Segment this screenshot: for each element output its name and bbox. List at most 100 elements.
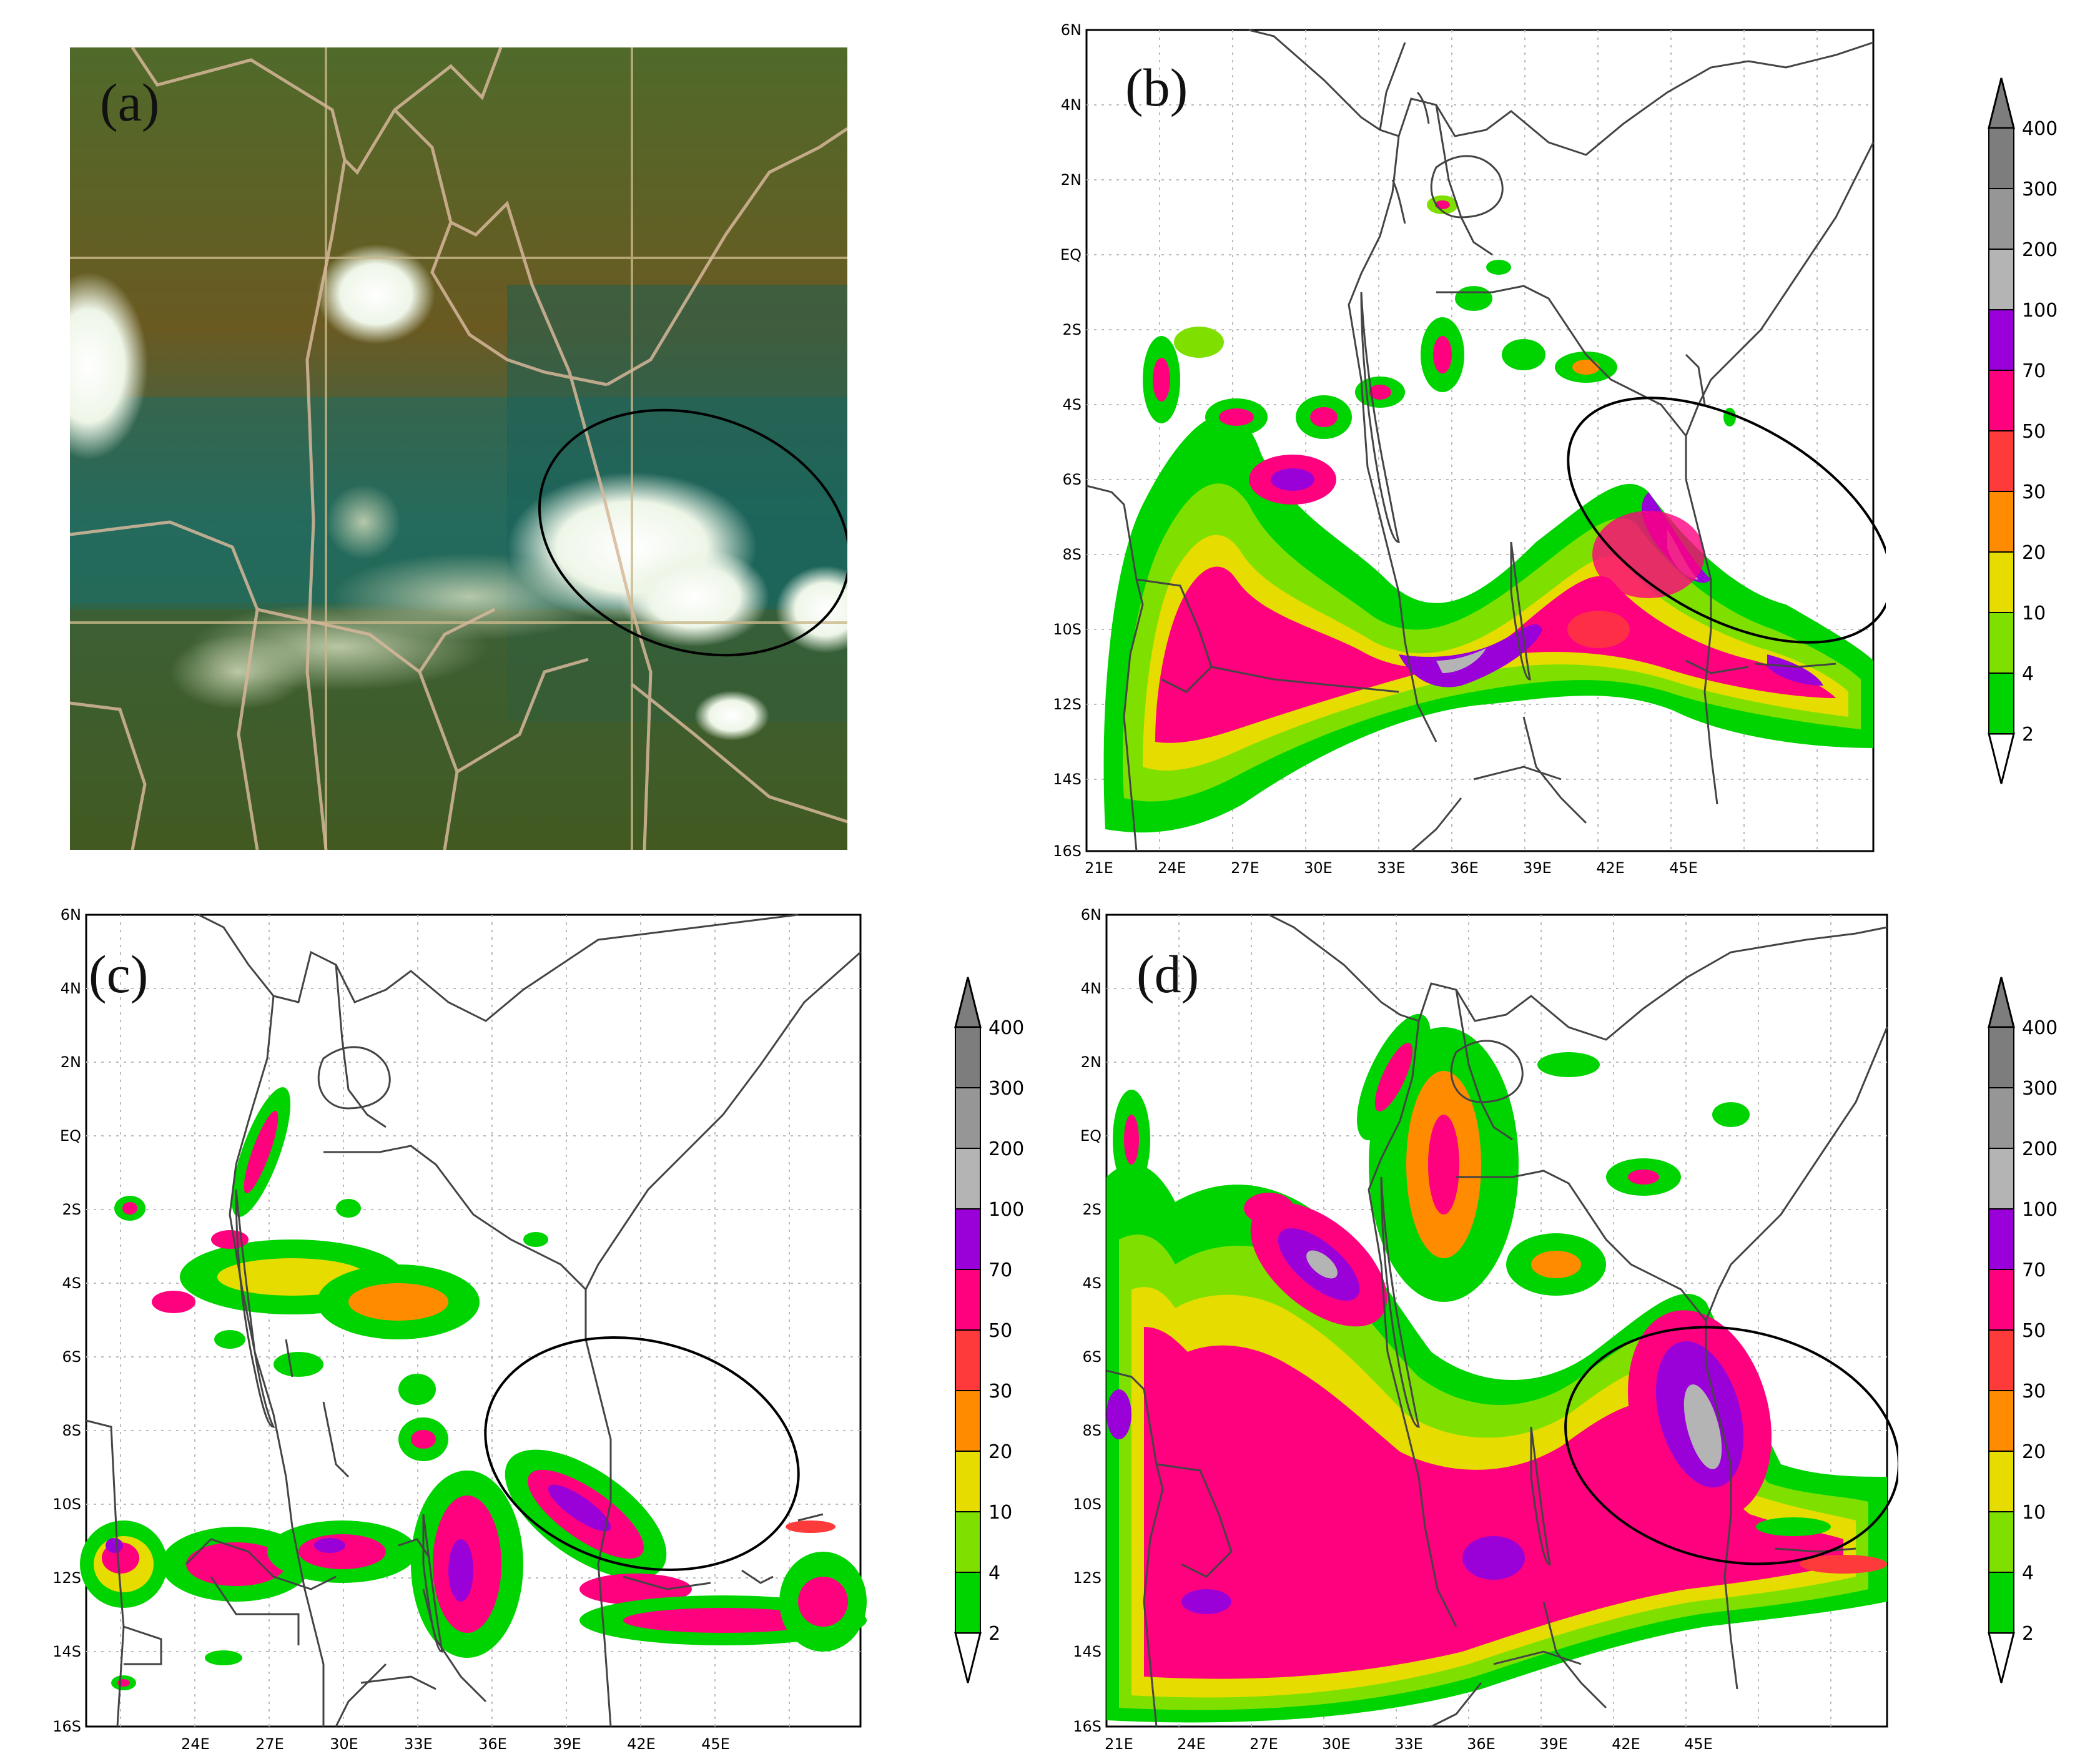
lat-label: 12S bbox=[1053, 696, 1082, 713]
lat-label: EQ bbox=[1060, 246, 1082, 264]
lon-label: 27E bbox=[1231, 859, 1259, 877]
lon-label: 39E bbox=[1539, 1735, 1568, 1753]
rainfall-field-c bbox=[80, 1087, 867, 1690]
lat-label: 16S bbox=[52, 1718, 81, 1735]
colorbar-label: 30 bbox=[2022, 1381, 2046, 1402]
colorbar-label: 30 bbox=[2022, 481, 2046, 503]
highlight-ellipse-d bbox=[1564, 1326, 1900, 1565]
colorbar-b: 2 4 10 20 30 50 70 100 200 300 400 bbox=[1986, 72, 2079, 796]
lon-label: 27E bbox=[255, 1735, 284, 1753]
highlight-ellipse-b bbox=[1567, 397, 1893, 644]
colorbar-label: 200 bbox=[2022, 1138, 2058, 1160]
lat-label: 4N bbox=[1061, 96, 1082, 114]
lat-label: 12S bbox=[1073, 1569, 1102, 1587]
panel-label-d: (d) bbox=[1136, 944, 1200, 1004]
lat-label: 6S bbox=[1062, 471, 1082, 488]
highlight-ellipse bbox=[538, 408, 851, 657]
colorbar-label: 4 bbox=[2022, 1562, 2034, 1584]
panel-label-c: (c) bbox=[89, 944, 149, 1004]
lat-label: 16S bbox=[1073, 1718, 1102, 1735]
lat-label: 14S bbox=[1053, 771, 1082, 788]
colorbar-label: 70 bbox=[2022, 1259, 2046, 1281]
lon-label: 30E bbox=[1304, 859, 1333, 877]
colorbar-label: 20 bbox=[988, 1441, 1012, 1463]
lon-label: 24E bbox=[181, 1735, 210, 1753]
lat-label: 8S bbox=[62, 1422, 81, 1439]
colorbar-label: 20 bbox=[2022, 1441, 2046, 1463]
panel-c-map: 6N 4N 2N EQ 2S 4S 6S 8S 10S 12S 14S 16S … bbox=[12, 902, 874, 1761]
lat-label: 2S bbox=[1082, 1201, 1102, 1218]
lat-label: 2N bbox=[61, 1053, 81, 1071]
lon-label: 24E bbox=[1158, 859, 1186, 877]
lon-label: 45E bbox=[701, 1735, 730, 1753]
lat-label: EQ bbox=[60, 1127, 81, 1145]
colorbar-label: 50 bbox=[988, 1320, 1012, 1342]
lat-label: 2S bbox=[1062, 321, 1082, 338]
colorbar-label: 300 bbox=[988, 1078, 1024, 1100]
colorbar-label: 300 bbox=[2022, 1078, 2058, 1100]
colorbar-label: 400 bbox=[2022, 1017, 2058, 1039]
rainfall-field-b bbox=[1103, 195, 1873, 833]
lon-label: 24E bbox=[1177, 1735, 1206, 1753]
colorbar-label: 400 bbox=[2022, 118, 2058, 140]
lat-label: 2N bbox=[1061, 171, 1082, 189]
lon-label: 30E bbox=[330, 1735, 358, 1753]
lat-label: 4N bbox=[61, 980, 81, 997]
colorbar-label: 10 bbox=[2022, 1502, 2046, 1524]
lon-label: 45E bbox=[1684, 1735, 1713, 1753]
lat-label: 14S bbox=[52, 1643, 81, 1660]
colorbar-label: 200 bbox=[2022, 239, 2058, 261]
lon-label: 42E bbox=[627, 1735, 656, 1753]
colorbar-c: 2 4 10 20 30 50 70 100 200 300 400 bbox=[952, 971, 1046, 1695]
colorbar-label: 2 bbox=[2022, 724, 2034, 746]
lat-label: 6N bbox=[61, 906, 81, 924]
colorbar-label: 100 bbox=[2022, 1199, 2058, 1221]
colorbar-label: 400 bbox=[988, 1017, 1024, 1039]
lat-label: 10S bbox=[1053, 621, 1082, 638]
lat-label: 8S bbox=[1082, 1422, 1102, 1439]
lon-label: 42E bbox=[1596, 859, 1625, 877]
colorbar-label: 100 bbox=[988, 1199, 1024, 1221]
colorbar-label: 50 bbox=[2022, 421, 2046, 443]
panel-d-map: 6N 4N 2N EQ 2S 4S 6S 8S 10S 12S 14S 16S … bbox=[1037, 902, 1900, 1761]
lon-label: 39E bbox=[553, 1735, 581, 1753]
panel-b-map: 6N 4N 2N EQ 2S 4S 6S 8S 10S 12S 14S 16S … bbox=[1037, 19, 1893, 887]
lon-label: 39E bbox=[1523, 859, 1552, 877]
colorbar-label: 4 bbox=[2022, 663, 2034, 685]
lon-label: 42E bbox=[1612, 1735, 1640, 1753]
lat-label: 2N bbox=[1081, 1053, 1102, 1071]
lat-label: 10S bbox=[52, 1495, 81, 1513]
lat-label: 4S bbox=[1062, 396, 1082, 413]
colorbar-label: 70 bbox=[2022, 360, 2046, 382]
satellite-image bbox=[29, 46, 875, 850]
lat-label: 6N bbox=[1061, 21, 1082, 39]
lon-label: 36E bbox=[478, 1735, 507, 1753]
lat-label: 4S bbox=[1082, 1274, 1102, 1292]
lat-label: 6N bbox=[1081, 906, 1102, 924]
colorbar-label: 2 bbox=[2022, 1623, 2034, 1645]
panel-label-b: (b) bbox=[1125, 57, 1188, 117]
lat-label: 16S bbox=[1053, 842, 1082, 860]
panel-label-a: (a) bbox=[100, 72, 160, 132]
colorbar-d: 2 4 10 20 30 50 70 100 200 300 400 bbox=[1986, 971, 2079, 1695]
lon-label: 45E bbox=[1669, 859, 1698, 877]
lon-label: 27E bbox=[1249, 1735, 1278, 1753]
highlight-ellipse-c bbox=[484, 1336, 800, 1571]
lat-label: 10S bbox=[1073, 1495, 1102, 1513]
colorbar-label: 2 bbox=[988, 1623, 1000, 1645]
lat-label: 6S bbox=[1082, 1348, 1102, 1366]
colorbar-label: 50 bbox=[2022, 1320, 2046, 1342]
lon-label: 33E bbox=[404, 1735, 433, 1753]
lat-label: 14S bbox=[1073, 1643, 1102, 1660]
lon-label: 36E bbox=[1467, 1735, 1496, 1753]
lon-label: 33E bbox=[1394, 1735, 1423, 1753]
panel-a-satellite: (a) bbox=[29, 46, 875, 850]
colorbar-label: 4 bbox=[988, 1562, 1000, 1584]
colorbar-label: 10 bbox=[2022, 603, 2046, 624]
lon-label: 33E bbox=[1377, 859, 1406, 877]
colorbar-label: 70 bbox=[988, 1259, 1012, 1281]
colorbar-label: 10 bbox=[988, 1502, 1012, 1524]
lat-label: 8S bbox=[1062, 546, 1082, 563]
lat-label: 4N bbox=[1081, 980, 1102, 997]
lon-label: 36E bbox=[1450, 859, 1479, 877]
